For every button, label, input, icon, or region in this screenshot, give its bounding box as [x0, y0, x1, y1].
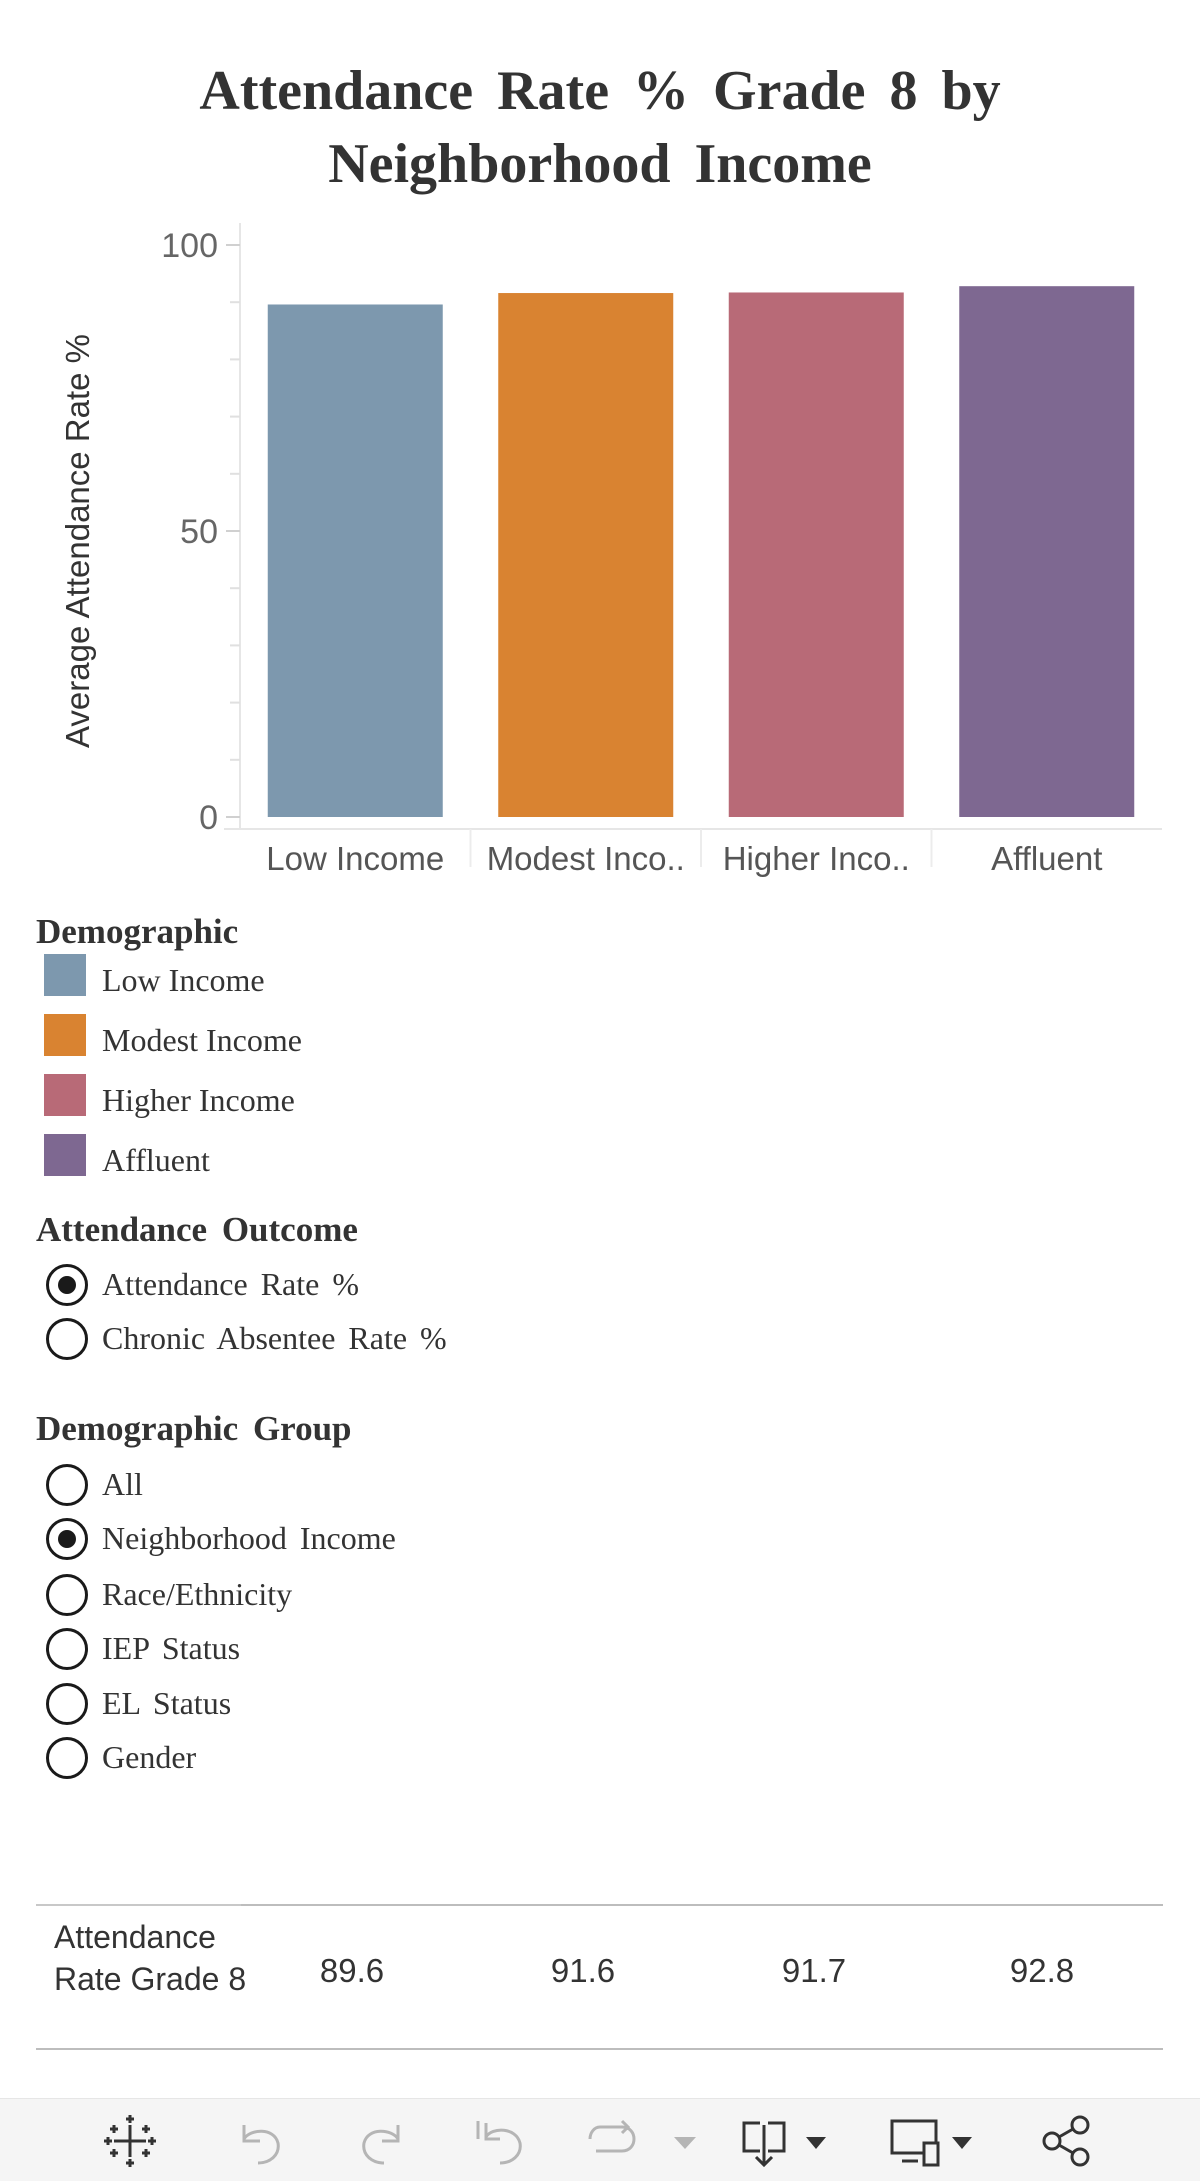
table-cell-modest-income: 91.6: [550, 1952, 616, 1989]
tableau-logo-icon[interactable]: [100, 2111, 160, 2171]
x-tick-label-modest-income: Modest Inco..: [487, 840, 685, 877]
group-radio-gender[interactable]: [46, 1737, 88, 1779]
y-tick-label: 100: [161, 227, 218, 265]
group-radio-neighborhood-income[interactable]: [46, 1518, 88, 1560]
group-label-gender: Gender: [102, 1739, 197, 1775]
demographic-group-title: Demographic Group: [36, 1409, 352, 1448]
group-radio-race-ethnicity[interactable]: [46, 1574, 88, 1616]
legend-swatch-modest-income: [44, 1014, 86, 1056]
table-cell-higher-income: 91.7: [781, 1952, 847, 1989]
legend-label-low-income: Low Income: [102, 962, 265, 998]
group-label-race-ethnicity: Race/Ethnicity: [102, 1576, 293, 1612]
y-axis-title: Average Attendance Rate %: [59, 334, 96, 748]
table-cell-low-income: 89.6: [319, 1952, 385, 1989]
x-tick-label-low-income: Low Income: [266, 840, 444, 877]
chart-title: Attendance Rate % Grade 8 by Neighborhoo…: [0, 55, 1200, 201]
legend-swatch-affluent: [44, 1134, 86, 1176]
bar-higher-income: [728, 292, 904, 817]
viz-toolbar: [0, 2098, 1200, 2181]
legend-label-higher-income: Higher Income: [102, 1082, 295, 1118]
table-divider-bottom: [36, 2048, 1163, 2050]
table-divider-top-strong: [241, 1904, 1163, 1906]
legend-label-modest-income: Modest Income: [102, 1022, 302, 1058]
chart-title-line1: Attendance Rate % Grade 8 by: [199, 60, 1001, 122]
legend-label-affluent: Affluent: [102, 1142, 210, 1178]
outcome-label-chronic-absentee-rate: Chronic Absentee Rate %: [102, 1320, 447, 1356]
download-icon[interactable]: [740, 2111, 830, 2171]
group-radio-all[interactable]: [46, 1464, 88, 1506]
refresh-icon[interactable]: [582, 2111, 642, 2171]
table-row-header: Attendance Rate Grade 8: [54, 1919, 247, 1997]
group-label-neighborhood-income: Neighborhood Income: [102, 1520, 396, 1556]
table-cell-affluent: 92.8: [1009, 1952, 1075, 1989]
bar-chart: 0 50 100 Average Attendance Rate % Low Incom…: [59, 223, 1162, 877]
share-icon[interactable]: [1036, 2111, 1096, 2171]
undo-icon[interactable]: [230, 2111, 290, 2171]
revert-icon[interactable]: [470, 2111, 530, 2171]
legend-title: Demographic: [36, 912, 239, 951]
summary-table: Attendance Rate Grade 8 89.6 91.6 91.7 9…: [36, 1904, 1163, 2050]
outcome-radio-chronic-absentee-rate[interactable]: [46, 1318, 88, 1360]
y-tick-label: 50: [180, 513, 218, 551]
group-label-iep-status: IEP Status: [102, 1630, 241, 1666]
x-tick-label-affluent: Affluent: [991, 840, 1102, 877]
outcome-radio-attendance-rate[interactable]: [46, 1264, 88, 1306]
y-tick-label: 0: [199, 799, 218, 837]
bar-low-income: [267, 304, 443, 817]
outcome-label-attendance-rate: Attendance Rate %: [102, 1266, 359, 1302]
redo-icon[interactable]: [352, 2111, 412, 2171]
x-tick-label-higher-income: Higher Inco..: [723, 840, 910, 877]
group-label-el-status: EL Status: [102, 1685, 232, 1721]
group-radio-el-status[interactable]: [46, 1683, 88, 1725]
chart-title-line2: Neighborhood Income: [328, 133, 872, 195]
attendance-outcome-title: Attendance Outcome: [36, 1210, 358, 1249]
legend-swatch-higher-income: [44, 1074, 86, 1116]
group-label-all: All: [102, 1466, 143, 1502]
bar-affluent: [959, 286, 1135, 818]
bar-modest-income: [498, 293, 674, 818]
group-radio-iep-status[interactable]: [46, 1628, 88, 1670]
device-preview-icon[interactable]: [888, 2111, 978, 2171]
pause-dropdown-icon[interactable]: [670, 2111, 700, 2171]
legend-swatch-low-income: [44, 954, 86, 996]
